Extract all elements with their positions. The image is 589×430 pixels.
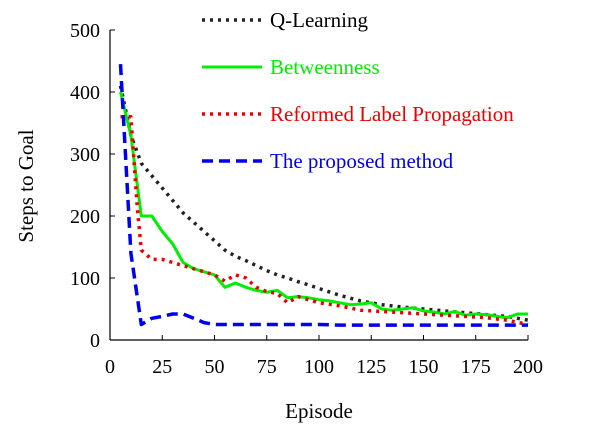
y-tick-label: 100 [70, 268, 100, 290]
x-tick-label: 200 [513, 356, 543, 378]
x-tick-label: 125 [356, 356, 386, 378]
series-line-3 [120, 115, 529, 327]
x-axis-title: Episode [285, 399, 353, 423]
x-tick-label: 75 [257, 356, 277, 378]
x-tick-label: 175 [461, 356, 491, 378]
x-tick-label: 0 [105, 356, 115, 378]
x-tick-label: 25 [152, 356, 172, 378]
y-tick-label: 300 [70, 144, 100, 166]
tick-labels: 0 100 200 300 400 500 0 25 50 75 100 125 150 175 200 [70, 20, 543, 378]
series-layer [118, 64, 529, 327]
y-tick-label: 400 [70, 82, 100, 104]
legend-label-1: Q-Learning [270, 8, 368, 32]
x-tick-label: 150 [409, 356, 439, 378]
x-tick-label: 50 [205, 356, 225, 378]
x-tick-label: 100 [304, 356, 334, 378]
y-tick-label: 500 [70, 20, 100, 42]
legend-label-3: Reformed Label Propagation [270, 102, 514, 126]
axes [109, 29, 529, 341]
y-tick-label: 0 [90, 330, 100, 352]
y-axis-title: Steps to Goal [14, 129, 38, 242]
legend-label-4: The proposed method [270, 149, 454, 173]
series-line-4 [118, 64, 528, 327]
legend: Q-Learning Betweenness Reformed Label Prop… [202, 8, 514, 173]
y-tick-label: 200 [70, 206, 100, 228]
series-line-2 [119, 91, 528, 320]
legend-label-2: Betweenness [270, 55, 380, 79]
